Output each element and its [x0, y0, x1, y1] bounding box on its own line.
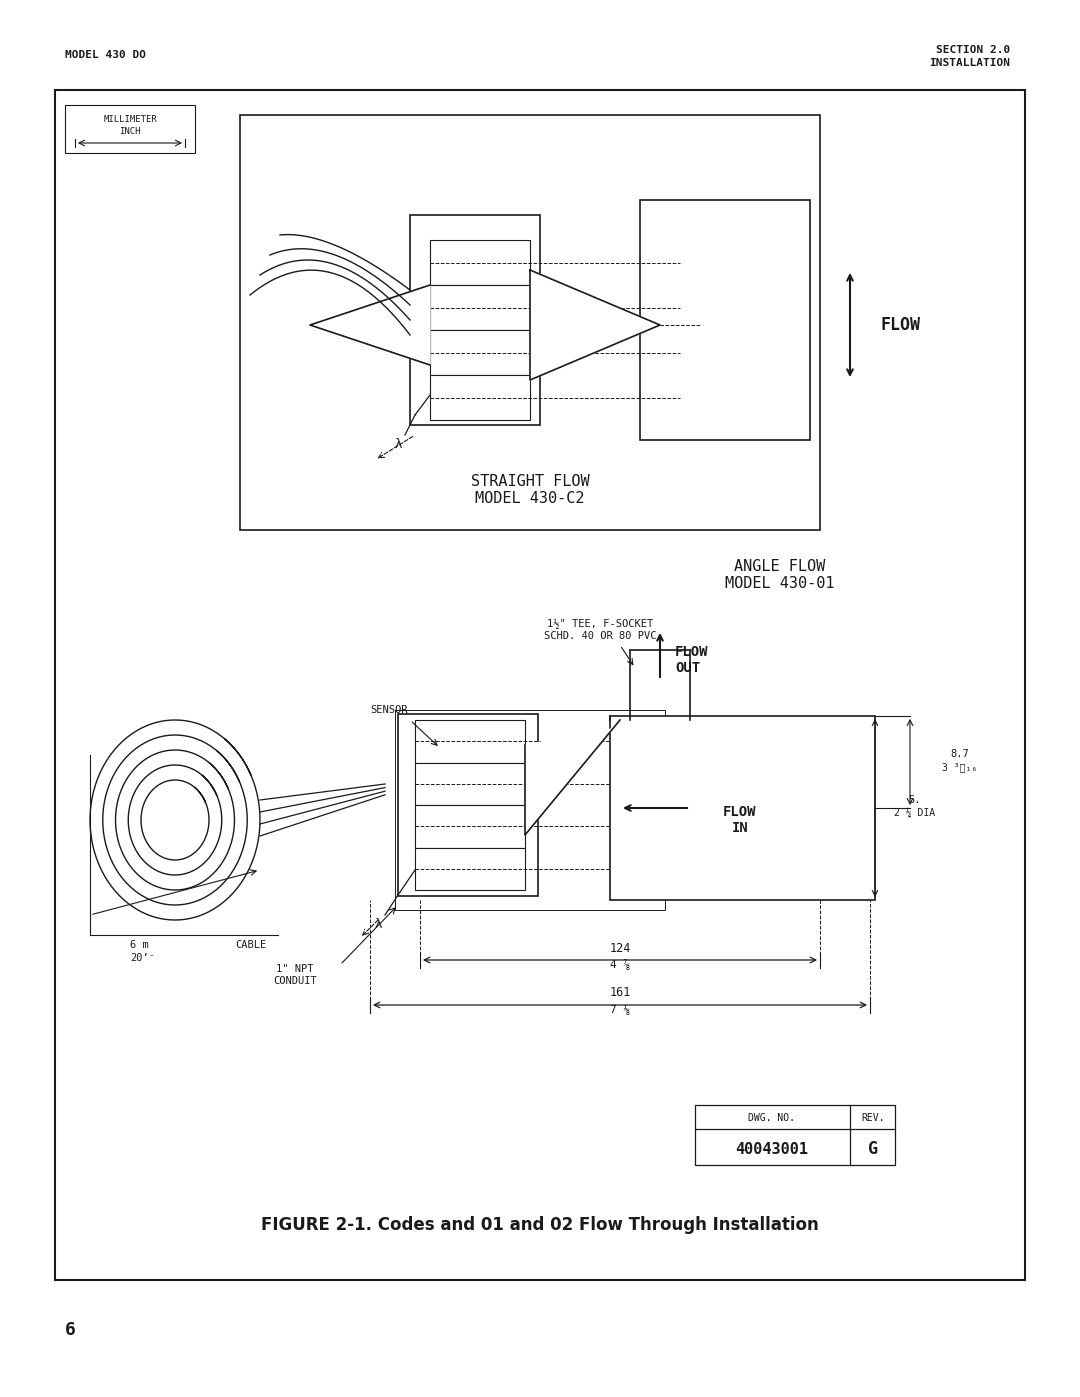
Text: FLOW
OUT: FLOW OUT: [675, 645, 708, 675]
Text: INCH: INCH: [119, 127, 140, 136]
Text: FLOW
IN: FLOW IN: [724, 805, 757, 835]
Text: INSTALLATION: INSTALLATION: [929, 59, 1010, 68]
Bar: [430, 330, 530, 374]
Text: 3 ³⁄₁₆: 3 ³⁄₁₆: [943, 761, 977, 773]
Polygon shape: [530, 270, 660, 380]
Bar: [55, 89, 1025, 1280]
Polygon shape: [525, 719, 660, 835]
Text: 40043001: 40043001: [735, 1141, 809, 1157]
Text: 7 ⅛: 7 ⅛: [610, 1004, 630, 1016]
Text: MODEL 430 DO: MODEL 430 DO: [65, 50, 146, 60]
Text: REV.: REV.: [861, 1113, 885, 1123]
Text: 4 ⅞: 4 ⅞: [610, 960, 630, 971]
Text: 1½" TEE, F-SOCKET
SCHD. 40 OR 80 PVC: 1½" TEE, F-SOCKET SCHD. 40 OR 80 PVC: [543, 619, 657, 641]
Bar: [415, 763, 525, 805]
Bar: [415, 719, 525, 763]
Text: STRAIGHT FLOW
MODEL 430-C2: STRAIGHT FLOW MODEL 430-C2: [471, 474, 590, 506]
Text: 161: 161: [609, 986, 631, 999]
Bar: [415, 805, 525, 848]
Text: 5.: 5.: [908, 795, 921, 805]
Text: 124: 124: [609, 942, 631, 954]
Polygon shape: [310, 285, 430, 365]
Bar: [430, 374, 530, 420]
Bar: [415, 848, 525, 890]
Text: FIGURE 2-1. Codes and 01 and 02 Flow Through Installation: FIGURE 2-1. Codes and 01 and 02 Flow Thr…: [261, 1215, 819, 1234]
Bar: [399, 714, 538, 895]
Text: DWG. NO.: DWG. NO.: [748, 1113, 796, 1123]
Bar: [610, 717, 875, 900]
Text: 2 ¼ DIA: 2 ¼ DIA: [894, 807, 935, 819]
Bar: [640, 200, 810, 440]
Text: SENSOR: SENSOR: [370, 705, 407, 715]
Text: 20’⁻: 20’⁻: [130, 953, 156, 963]
Bar: [65, 105, 195, 154]
Text: 8.7: 8.7: [950, 749, 970, 759]
Text: FLOW: FLOW: [880, 316, 920, 334]
Bar: [430, 285, 530, 330]
Text: G: G: [868, 1140, 878, 1158]
Bar: [240, 115, 820, 529]
Text: MILLIMETER: MILLIMETER: [103, 115, 157, 123]
Bar: [410, 215, 540, 425]
Text: 1" NPT
CONDUIT: 1" NPT CONDUIT: [273, 964, 316, 986]
Text: ANGLE FLOW
MODEL 430-01: ANGLE FLOW MODEL 430-01: [726, 559, 835, 591]
Text: 6 m: 6 m: [130, 940, 149, 950]
Text: 6: 6: [65, 1322, 76, 1338]
Text: λ: λ: [375, 918, 381, 932]
Text: CABLE: CABLE: [235, 940, 267, 950]
Bar: [696, 1105, 895, 1165]
Bar: [395, 710, 665, 909]
Bar: [430, 240, 530, 285]
Text: SECTION 2.0: SECTION 2.0: [935, 45, 1010, 54]
Text: λ: λ: [394, 439, 402, 451]
